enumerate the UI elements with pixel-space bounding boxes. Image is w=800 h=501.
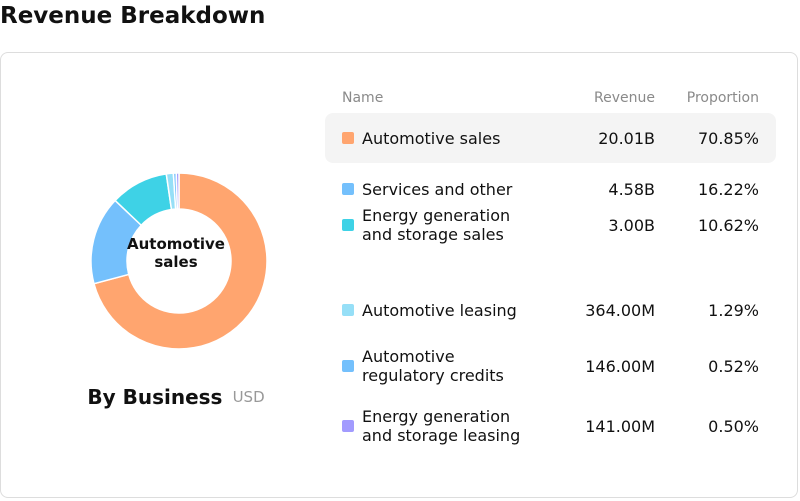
- section-heading: By Business USD: [1, 385, 351, 409]
- legend-swatch: [342, 219, 354, 231]
- row-name-cell: Automotive sales: [325, 129, 539, 148]
- row-name: Energy generation and storage sales: [362, 206, 511, 244]
- row-revenue: 146.00M: [585, 356, 655, 376]
- row-proportion: 70.85%: [697, 128, 759, 148]
- legend-swatch: [342, 183, 354, 195]
- currency-unit: USD: [232, 388, 265, 406]
- table-row[interactable]: Services and other 4.58B 16.22%: [325, 164, 776, 214]
- row-revenue: 364.00M: [585, 300, 655, 320]
- row-name: Energy generation and storage leasing: [362, 407, 521, 445]
- row-revenue: 141.00M: [585, 416, 655, 436]
- table-row[interactable]: Automotive leasing 364.00M 1.29%: [325, 285, 776, 335]
- legend-swatch: [342, 420, 354, 432]
- row-proportion: 0.50%: [708, 416, 759, 436]
- row-revenue: 4.58B: [608, 179, 655, 199]
- legend-swatch: [342, 360, 354, 372]
- revenue-card: Automotive sales By Business USD Name Re…: [0, 52, 798, 498]
- row-name-cell: Automotive leasing: [325, 301, 539, 320]
- header-proportion: Proportion: [686, 90, 759, 106]
- row-proportion: 10.62%: [697, 215, 759, 235]
- row-name-cell: Energy generation and storage leasing: [325, 407, 539, 445]
- row-proportion: 1.29%: [708, 300, 759, 320]
- row-name-cell: Automotive regulatory credits: [325, 347, 539, 385]
- donut-slice[interactable]: [93, 172, 268, 350]
- row-name: Automotive sales: [362, 128, 501, 148]
- donut-center-label: Automotive sales: [127, 235, 225, 271]
- legend-swatch: [342, 132, 354, 144]
- section-title: By Business: [87, 385, 223, 409]
- table-row[interactable]: Automotive regulatory credits 146.00M 0.52…: [325, 336, 776, 396]
- revenue-table: Name Revenue Proportion Automotive sales…: [325, 83, 776, 445]
- row-name: Services and other: [362, 179, 513, 199]
- table-row[interactable]: Automotive sales 20.01B 70.85%: [325, 113, 776, 163]
- page-title: Revenue Breakdown: [0, 3, 266, 29]
- row-proportion: 0.52%: [708, 356, 759, 376]
- row-name: Automotive leasing: [362, 300, 517, 320]
- row-name-cell: Services and other: [325, 180, 539, 199]
- header-revenue: Revenue: [594, 90, 655, 106]
- table-header: Name Revenue Proportion: [325, 83, 776, 113]
- table-row[interactable]: Energy generation and storage sales 3.00B…: [325, 195, 776, 255]
- row-name: Automotive regulatory credits: [362, 347, 504, 385]
- row-proportion: 16.22%: [697, 179, 759, 199]
- legend-swatch: [342, 304, 354, 316]
- row-revenue: 3.00B: [608, 215, 655, 235]
- row-name-cell: Energy generation and storage sales: [325, 206, 539, 244]
- table-row[interactable]: Energy generation and storage leasing 141…: [325, 396, 776, 456]
- row-revenue: 20.01B: [598, 128, 655, 148]
- header-name: Name: [342, 90, 384, 106]
- donut-chart: [90, 172, 268, 350]
- donut-slice[interactable]: [175, 172, 180, 210]
